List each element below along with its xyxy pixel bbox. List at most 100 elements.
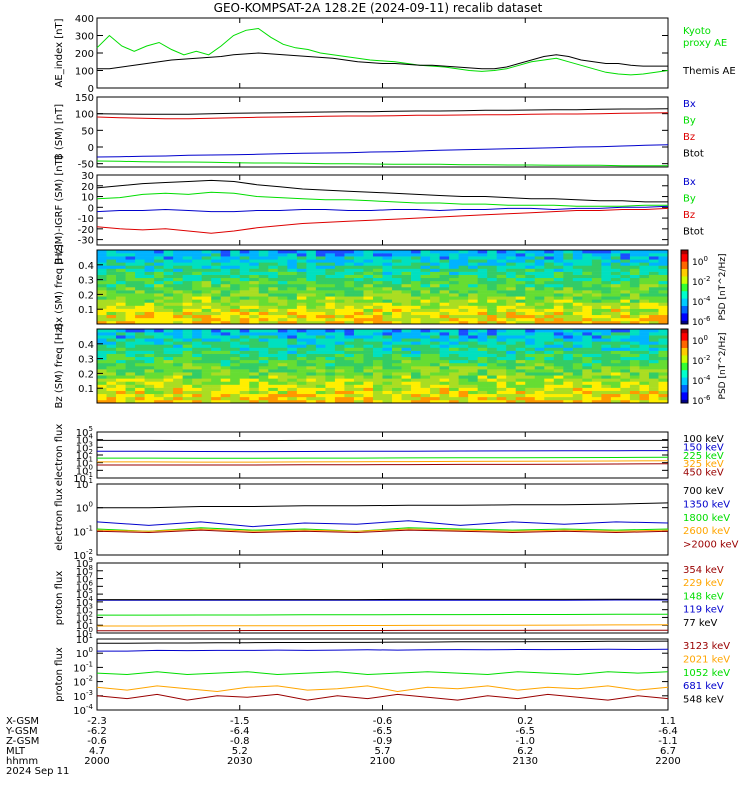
heatmap-cell (411, 253, 421, 256)
heatmap-cell (183, 275, 193, 278)
heatmap-cell (344, 332, 354, 335)
heatmap-cell (639, 318, 649, 321)
heatmap-cell (573, 309, 583, 312)
heatmap-cell (126, 341, 136, 344)
heatmap-cell (421, 363, 431, 366)
heatmap-cell (192, 306, 202, 309)
heatmap-cell (468, 309, 478, 312)
heatmap-cell (183, 338, 193, 341)
heatmap-cell (630, 253, 640, 256)
heatmap-cell (554, 363, 564, 366)
heatmap-cell (325, 302, 335, 305)
heatmap-cell (344, 296, 354, 299)
heatmap-cell (506, 391, 516, 394)
heatmap-cell (478, 329, 488, 332)
heatmap-cell (202, 381, 212, 384)
heatmap-cell (297, 309, 307, 312)
heatmap-cell (478, 253, 488, 256)
heatmap-cell (392, 256, 402, 259)
heatmap-cell (582, 256, 592, 259)
heatmap-cell (516, 269, 526, 272)
heatmap-cell (268, 329, 278, 332)
heatmap-cell (468, 256, 478, 259)
heatmap-cell (611, 284, 621, 287)
heatmap-cell (135, 278, 145, 281)
heatmap-cell (325, 265, 335, 268)
heatmap-cell (544, 293, 554, 296)
chart-title: GEO-KOMPSAT-2A 128.2E (2024-09-11) recal… (214, 1, 543, 15)
heatmap-cell (658, 309, 668, 312)
heatmap-cell (173, 338, 183, 341)
heatmap-cell (116, 262, 126, 265)
heatmap-cell (554, 315, 564, 318)
heatmap-cell (658, 250, 668, 253)
y-tick-label: -30 (78, 236, 94, 247)
heatmap-cell (164, 344, 174, 347)
heatmap-cell (506, 315, 516, 318)
heatmap-cell (392, 272, 402, 275)
heatmap-cell (592, 312, 602, 315)
heatmap-cell (383, 318, 393, 321)
heatmap-cell (620, 378, 630, 381)
heatmap-cell (249, 306, 259, 309)
heatmap-cell (582, 354, 592, 357)
heatmap-cell (383, 262, 393, 265)
heatmap-cell (497, 269, 507, 272)
heatmap-cell (506, 265, 516, 268)
heatmap-cell (173, 341, 183, 344)
heatmap-cell (563, 366, 573, 369)
heatmap-cell (240, 348, 250, 351)
heatmap-cell (459, 272, 469, 275)
heatmap-cell (430, 394, 440, 397)
heatmap-cell (573, 262, 583, 265)
heatmap-cell (440, 299, 450, 302)
heatmap-cell (183, 335, 193, 338)
heatmap-cell (173, 290, 183, 293)
heatmap-cell (573, 250, 583, 253)
heatmap-cell (563, 309, 573, 312)
heatmap-cell (287, 265, 297, 268)
heatmap-cell (145, 272, 155, 275)
heatmap-cell (525, 299, 535, 302)
heatmap-cell (192, 385, 202, 388)
heatmap-cell (639, 287, 649, 290)
heatmap-cell (478, 397, 488, 400)
heatmap-cell (240, 335, 250, 338)
heatmap-cell (459, 397, 469, 400)
heatmap-cell (287, 281, 297, 284)
heatmap-cell (183, 272, 193, 275)
heatmap-cell (563, 341, 573, 344)
heatmap-cell (544, 341, 554, 344)
heatmap-cell (154, 378, 164, 381)
heatmap-cell (563, 312, 573, 315)
heatmap-cell (601, 388, 611, 391)
heatmap-cell (344, 281, 354, 284)
heatmap-cell (402, 338, 412, 341)
heatmap-cell (563, 348, 573, 351)
heatmap-cell (639, 375, 649, 378)
heatmap-cell (525, 369, 535, 372)
heatmap-cell (573, 378, 583, 381)
heatmap-cell (392, 391, 402, 394)
heatmap-cell (611, 269, 621, 272)
heatmap-cell (259, 357, 269, 360)
heatmap-cell (354, 275, 364, 278)
heatmap-cell (630, 256, 640, 259)
heatmap-cell (459, 341, 469, 344)
heatmap-cell (430, 262, 440, 265)
heatmap-cell (563, 272, 573, 275)
heatmap-cell (402, 394, 412, 397)
heatmap-cell (478, 256, 488, 259)
heatmap-cell (145, 278, 155, 281)
heatmap-cell (411, 348, 421, 351)
heatmap-cell (344, 259, 354, 262)
heatmap-cell (601, 299, 611, 302)
heatmap-cell (601, 391, 611, 394)
heatmap-cell (278, 391, 288, 394)
heatmap-cell (506, 363, 516, 366)
heatmap-cell (249, 278, 259, 281)
heatmap-cell (459, 351, 469, 354)
heatmap-cell (554, 272, 564, 275)
heatmap-cell (373, 290, 383, 293)
heatmap-cell (649, 372, 659, 375)
